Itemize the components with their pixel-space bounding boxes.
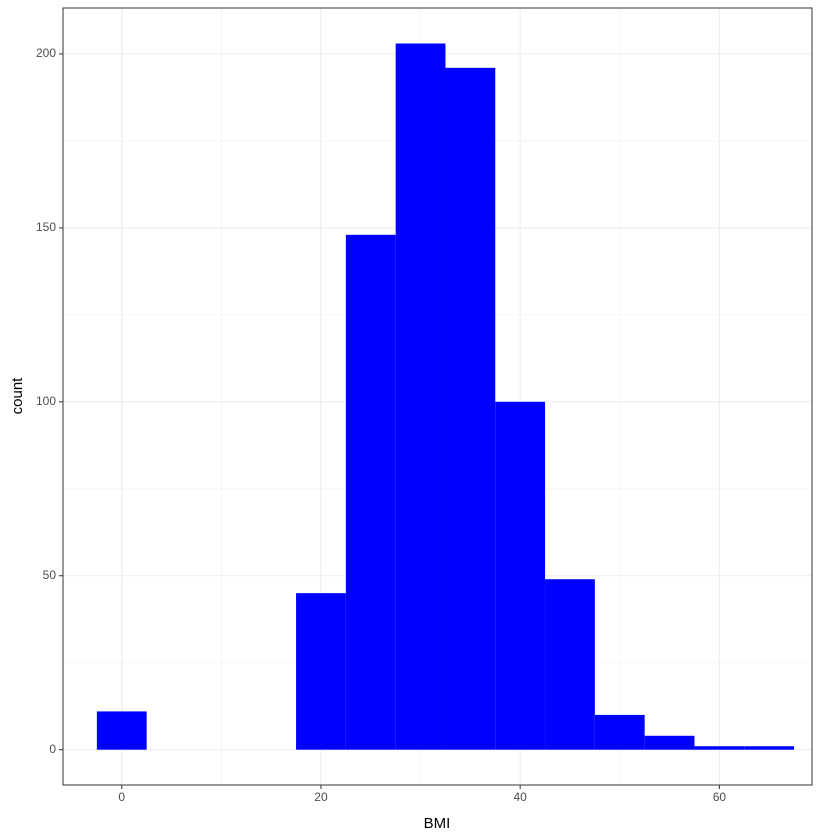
bar — [296, 593, 346, 750]
x-tick-label: 40 — [513, 790, 527, 804]
bars — [96, 43, 795, 750]
bar — [694, 746, 745, 750]
x-tick-label: 20 — [314, 790, 328, 804]
bar — [96, 711, 147, 750]
y-tick-label: 50 — [43, 568, 57, 582]
y-tick-label: 200 — [36, 46, 56, 60]
x-axis-title: BMI — [424, 815, 451, 832]
y-tick-label: 100 — [36, 394, 56, 408]
y-tick-label: 0 — [49, 742, 56, 756]
bar — [594, 714, 645, 750]
bar — [495, 401, 546, 750]
bar — [744, 746, 795, 750]
bar — [345, 234, 396, 750]
x-tick-label: 0 — [118, 790, 125, 804]
x-tick-label: 60 — [713, 790, 727, 804]
axes: 0 20 40 60 0 50 100 150 200 — [36, 46, 726, 804]
panel-border — [62, 7, 813, 786]
bar — [644, 735, 695, 750]
y-tick-label: 150 — [36, 220, 56, 234]
bar — [545, 579, 595, 750]
bar — [395, 43, 446, 750]
y-axis-title: count — [9, 377, 26, 415]
bar — [445, 67, 496, 750]
